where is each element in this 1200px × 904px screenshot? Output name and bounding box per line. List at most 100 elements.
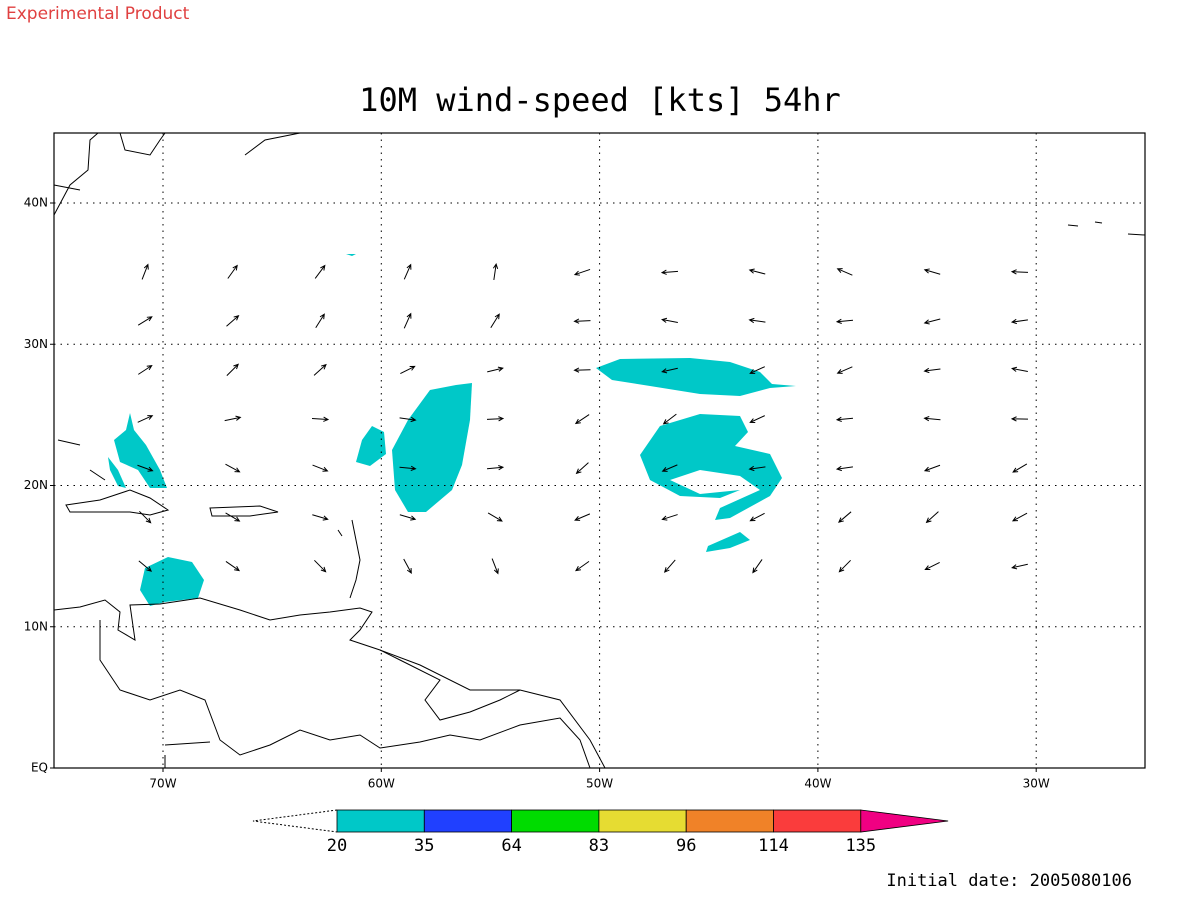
wind-arrow [923, 318, 941, 325]
wind-arrow [749, 366, 765, 374]
wind-arrow [662, 413, 677, 425]
wind-arrow [137, 464, 154, 472]
wind-arrow [573, 318, 591, 324]
colorbar-label: 114 [758, 836, 789, 856]
grid [50, 133, 1145, 772]
wind-arrow [923, 367, 941, 374]
wind-arrow [226, 363, 239, 377]
colorbar-label: 64 [501, 836, 521, 856]
wind-arrow [137, 316, 153, 326]
colorbar-segment [598, 809, 687, 833]
wind-arrow [487, 512, 503, 522]
wind-arrow [663, 559, 676, 573]
wind-arrow [1011, 512, 1028, 522]
wind-arrow [923, 268, 941, 275]
lon-label: 30W [1023, 777, 1050, 791]
wind-arrow [838, 559, 851, 573]
wind-arrow [924, 562, 940, 571]
wind-arrow [749, 415, 765, 423]
colorbar-segment [336, 809, 425, 833]
wind-arrow [835, 465, 853, 472]
wind-arrow [139, 510, 152, 524]
wind-arrow [311, 416, 330, 422]
wind-arrow [403, 558, 412, 575]
colorbar-low-end [252, 809, 338, 833]
wind-arrow [573, 367, 591, 373]
wind-arrow [660, 269, 679, 275]
wind-arrow [403, 263, 412, 280]
lon-label: 70W [149, 777, 176, 791]
wind-arrow [836, 268, 853, 276]
colorbar-label: 96 [676, 836, 696, 856]
wind-arrow [492, 262, 499, 280]
wind-arrow [749, 512, 765, 522]
wind-arrow [227, 264, 238, 279]
wind-arrow [399, 416, 417, 423]
wind-arrow [313, 363, 327, 376]
wind-vectors [137, 262, 1029, 575]
wind-arrow [748, 268, 766, 275]
title: 10M wind-speed [kts] 54hr [359, 81, 841, 119]
colorbar-high-end [860, 809, 949, 833]
colorbar-label: 35 [414, 836, 434, 856]
wind-arrow [835, 416, 854, 422]
wind-arrow [925, 511, 939, 524]
wind-arrow [486, 416, 505, 422]
lon-label: 50W [586, 777, 613, 791]
colorbar-label: 20 [327, 836, 347, 856]
lon-label: 60W [368, 777, 395, 791]
colorbar-label: 83 [589, 836, 609, 856]
initial-date: Initial date: 2005080106 [886, 871, 1132, 891]
wind-arrow [838, 511, 852, 523]
wind-arrow [752, 559, 763, 574]
wind-arrow [574, 414, 590, 425]
wind-arrow [661, 464, 678, 472]
wind-arrow [1010, 269, 1029, 275]
wind-arrow [491, 558, 499, 575]
wind-arrow [1012, 463, 1028, 473]
lat-label: 30N [24, 337, 48, 351]
wind-arrow [141, 263, 149, 280]
wind-arrow [748, 465, 766, 472]
header-label: Experimental Product [6, 4, 190, 24]
wind-arrow [574, 513, 591, 521]
wind-arrow [312, 464, 329, 472]
lat-label: EQ [31, 761, 48, 775]
colorbar-segment [511, 809, 600, 833]
colorbar-segment [685, 809, 774, 833]
wind-arrow [490, 313, 500, 329]
wind-arrow [573, 268, 591, 276]
wind-arrow [314, 559, 327, 573]
colorbar-label: 135 [845, 836, 876, 856]
wind-arrow [923, 464, 941, 472]
wind-arrow [661, 514, 678, 521]
wind-arrow [138, 365, 153, 375]
wind-arrow [312, 514, 329, 521]
wind-arrow [225, 561, 241, 572]
wind-shading [108, 254, 796, 606]
wind-arrow [1010, 318, 1028, 325]
wind-arrow [225, 512, 241, 522]
coastlines [53, 132, 1146, 769]
wind-arrow [138, 560, 153, 572]
wind-arrow [575, 560, 590, 572]
lon-label: 40W [804, 777, 831, 791]
lat-label: 20N [24, 478, 48, 492]
wind-arrow [661, 317, 678, 323]
wind-arrow [923, 416, 941, 422]
wind-arrow [487, 366, 504, 373]
wind-arrow [224, 415, 242, 422]
wind-arrow [400, 365, 416, 375]
wind-arrow [748, 317, 766, 324]
wind-arrow [835, 318, 854, 324]
lat-label: 10N [24, 619, 48, 633]
wind-arrow [1011, 366, 1028, 373]
wind-arrow [403, 312, 412, 329]
wind-arrow [399, 465, 417, 471]
colorbar-segment [423, 809, 512, 833]
wind-arrow [314, 264, 326, 279]
wind-arrow [661, 367, 678, 374]
colorbar: 20 35 64 83 96 114 135 [252, 809, 949, 856]
